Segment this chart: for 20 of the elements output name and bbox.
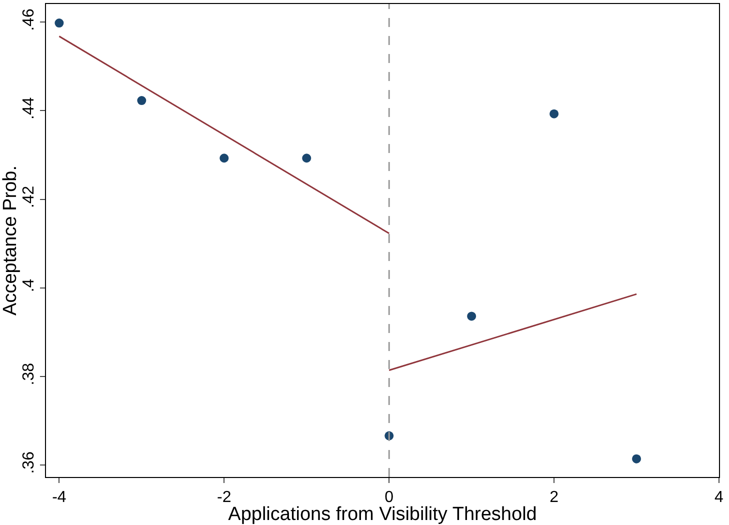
y-tick-label: .44 <box>20 97 38 120</box>
x-tick-label: 4 <box>714 489 724 506</box>
point <box>302 154 312 163</box>
y-tick-label: .38 <box>20 362 38 386</box>
point <box>632 454 642 464</box>
point <box>220 154 229 163</box>
y-tick-label: .46 <box>20 8 38 31</box>
y-tick-label: .36 <box>20 451 38 474</box>
point <box>54 18 64 28</box>
x-tick-label: 2 <box>550 489 559 506</box>
y-axis-title: Acceptance Prob. <box>0 166 21 316</box>
y-tick-label: .4 <box>20 278 38 292</box>
point <box>550 109 559 118</box>
point <box>467 312 476 321</box>
y-tick-label: .42 <box>20 186 38 208</box>
x-axis-title: Applications from Visibility Threshold <box>228 504 537 525</box>
x-tick-label: -4 <box>52 489 66 506</box>
point <box>137 96 146 106</box>
x-tick-label: 0 <box>384 489 394 506</box>
x-tick-label: -2 <box>217 489 232 506</box>
